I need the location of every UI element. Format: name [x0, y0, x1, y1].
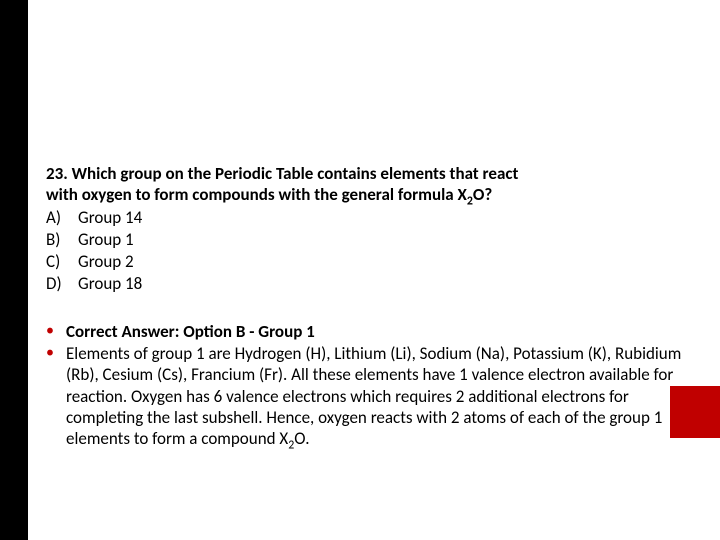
question-text: 23. Which group on the Periodic Table co… [46, 163, 682, 206]
option-text: Group 2 [78, 251, 134, 273]
options-list: A) Group 14 B) Group 1 C) Group 2 D) Gro… [46, 207, 682, 295]
question-line1: 23. Which group on the Periodic Table co… [46, 163, 518, 184]
option-a: A) Group 14 [46, 207, 682, 229]
option-letter: A) [46, 207, 78, 229]
explanation-text: Elements of group 1 are Hydrogen (H), Li… [66, 343, 682, 449]
bullet-icon: • [46, 321, 66, 342]
left-accent-bar [0, 0, 28, 540]
option-text: Group 14 [78, 207, 142, 229]
question-line2-prefix: with oxygen to form compounds with the g… [46, 184, 467, 205]
option-d: D) Group 18 [46, 273, 682, 295]
option-c: C) Group 2 [46, 251, 682, 273]
explanation-prefix: Elements of group 1 are Hydrogen (H), Li… [66, 343, 681, 449]
answer-section: • Correct Answer: Option B - Group 1 • E… [46, 321, 682, 450]
option-letter: B) [46, 229, 78, 251]
explanation-suffix: O. [294, 428, 309, 449]
correct-answer-label: Correct Answer: Option B - Group 1 [66, 321, 682, 342]
option-letter: C) [46, 251, 78, 273]
slide-content: 23. Which group on the Periodic Table co… [46, 163, 682, 450]
option-letter: D) [46, 273, 78, 295]
explanation-row: • Elements of group 1 are Hydrogen (H), … [46, 343, 682, 449]
option-text: Group 1 [78, 229, 134, 251]
bullet-icon: • [46, 343, 66, 449]
option-text: Group 18 [78, 273, 142, 295]
correct-answer-row: • Correct Answer: Option B - Group 1 [46, 321, 682, 342]
question-line2-suffix: O? [473, 184, 492, 205]
option-b: B) Group 1 [46, 229, 682, 251]
